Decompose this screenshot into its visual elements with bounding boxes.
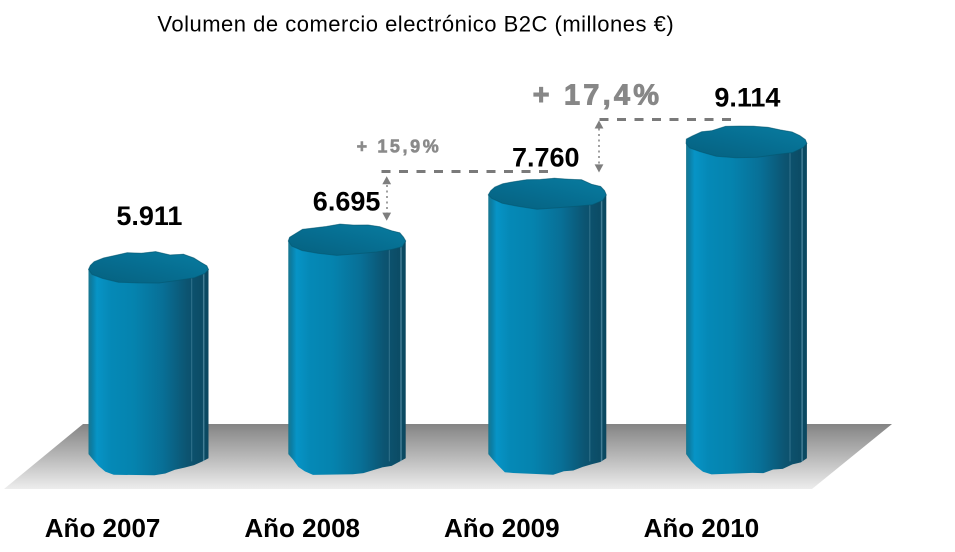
svg-text:+ 17,4%: + 17,4% [533, 80, 663, 112]
svg-text:Año 2010: Año 2010 [644, 513, 760, 543]
svg-text:Año 2008: Año 2008 [244, 513, 360, 543]
svg-text:Año 2009: Año 2009 [444, 513, 560, 543]
svg-text:Año 2007: Año 2007 [45, 513, 161, 543]
svg-text:9.114: 9.114 [714, 83, 780, 113]
svg-text:7.760: 7.760 [512, 143, 580, 173]
svg-text:5.911: 5.911 [116, 201, 182, 231]
svg-text:6.695: 6.695 [313, 187, 381, 217]
svg-text:Volumen de comercio electrónic: Volumen de comercio electrónico B2C (mil… [157, 12, 674, 37]
svg-text:+ 15,9%: + 15,9% [357, 137, 442, 157]
